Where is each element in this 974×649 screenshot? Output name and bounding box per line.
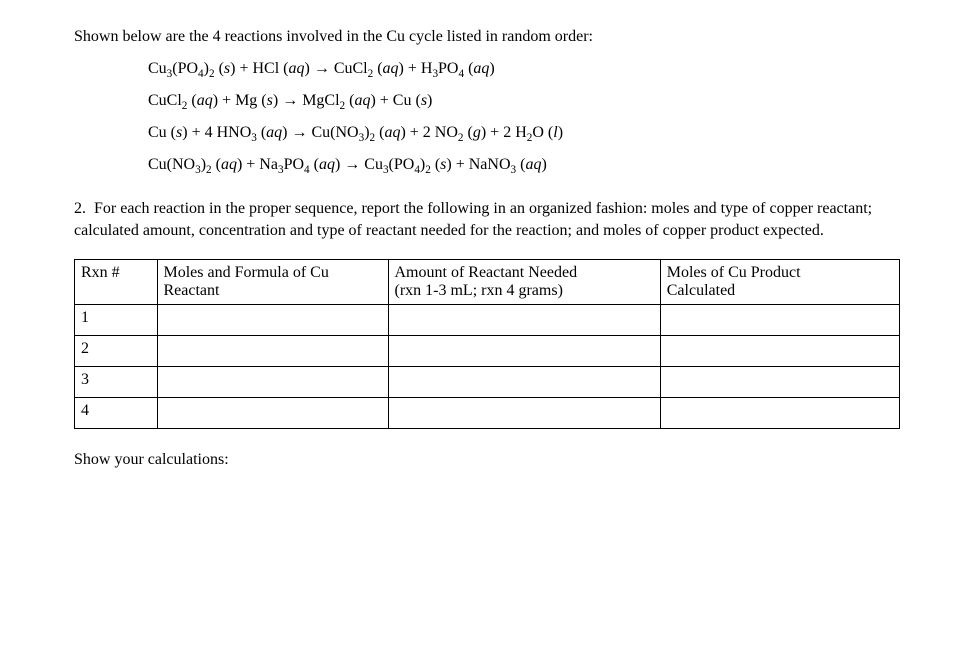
cell-empty bbox=[660, 367, 899, 398]
col-header-product-line1: Moles of Cu Product bbox=[667, 264, 801, 281]
question-block: 2. For each reaction in the proper seque… bbox=[74, 198, 900, 241]
table-row: 4 bbox=[75, 398, 900, 429]
table-body: 1 2 3 4 bbox=[75, 305, 900, 429]
cell-rxn-num: 4 bbox=[75, 398, 158, 429]
reactions-block: Cu3(PO4)2 (s) + HCl (aq) → CuCl2 (aq) + … bbox=[74, 60, 900, 174]
reaction-2: CuCl2 (aq) + Mg (s) → MgCl2 (aq) + Cu (s… bbox=[148, 92, 900, 110]
cell-empty bbox=[660, 398, 899, 429]
col-header-amount: Amount of Reactant Needed (rxn 1-3 mL; r… bbox=[388, 260, 660, 305]
col-header-moles: Moles and Formula of Cu Reactant bbox=[157, 260, 388, 305]
reaction-1: Cu3(PO4)2 (s) + HCl (aq) → CuCl2 (aq) + … bbox=[148, 60, 900, 78]
reaction-3: Cu (s) + 4 HNO3 (aq) → Cu(NO3)2 (aq) + 2… bbox=[148, 124, 900, 142]
page-container: Shown below are the 4 reactions involved… bbox=[0, 0, 974, 469]
cell-empty bbox=[660, 336, 899, 367]
cell-empty bbox=[157, 398, 388, 429]
cell-empty bbox=[157, 305, 388, 336]
table-row: 1 bbox=[75, 305, 900, 336]
cell-empty bbox=[660, 305, 899, 336]
cell-rxn-num: 2 bbox=[75, 336, 158, 367]
footer-text: Show your calculations: bbox=[74, 451, 900, 469]
col-header-rxn: Rxn # bbox=[75, 260, 158, 305]
col-header-amount-line2: (rxn 1-3 mL; rxn 4 grams) bbox=[395, 282, 563, 299]
col-header-product-line2: Calculated bbox=[667, 282, 735, 299]
cell-empty bbox=[388, 398, 660, 429]
col-header-rxn-label: Rxn # bbox=[81, 264, 120, 281]
question-number: 2. bbox=[74, 200, 86, 217]
cell-empty bbox=[388, 367, 660, 398]
col-header-product: Moles of Cu Product Calculated bbox=[660, 260, 899, 305]
cell-empty bbox=[388, 336, 660, 367]
col-header-amount-line1: Amount of Reactant Needed bbox=[395, 264, 578, 281]
cell-empty bbox=[388, 305, 660, 336]
reaction-table: Rxn # Moles and Formula of Cu Reactant A… bbox=[74, 259, 900, 429]
cell-empty bbox=[157, 367, 388, 398]
table-row: 2 bbox=[75, 336, 900, 367]
col-header-moles-label: Moles and Formula of Cu Reactant bbox=[164, 264, 329, 299]
table-row: 3 bbox=[75, 367, 900, 398]
cell-empty bbox=[157, 336, 388, 367]
question-text: For each reaction in the proper sequence… bbox=[74, 200, 872, 239]
table-header-row: Rxn # Moles and Formula of Cu Reactant A… bbox=[75, 260, 900, 305]
intro-text: Shown below are the 4 reactions involved… bbox=[74, 28, 900, 46]
cell-rxn-num: 3 bbox=[75, 367, 158, 398]
cell-rxn-num: 1 bbox=[75, 305, 158, 336]
reaction-4: Cu(NO3)2 (aq) + Na3PO4 (aq) → Cu3(PO4)2 … bbox=[148, 156, 900, 174]
